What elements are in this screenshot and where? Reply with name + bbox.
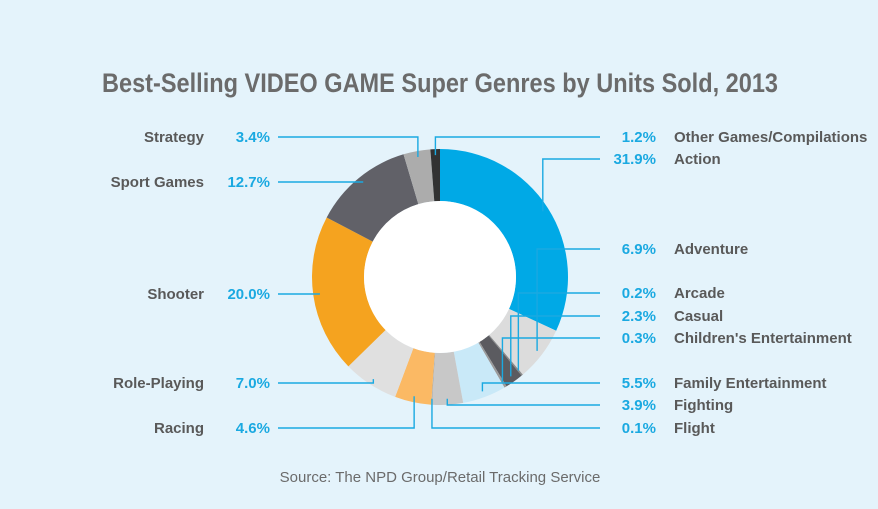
slice-value-label: 12.7% [227,174,270,191]
slice-value-label: 7.0% [236,375,270,392]
slice-name-label: Racing [154,420,204,437]
slice-name-label: Flight [674,420,715,437]
slice-name-label: Sport Games [111,174,204,191]
slice-role-playing [348,330,414,397]
slice-arcade [488,334,523,376]
slice-name-label: Strategy [144,129,205,146]
slice-name-label: Fighting [674,397,733,414]
slice-name-label: Action [674,151,721,168]
source-note: Source: The NPD Group/Retail Tracking Se… [280,469,601,486]
slice-value-label: 4.6% [236,420,270,437]
leader-line [517,292,600,371]
slice-value-label: 3.9% [622,397,656,414]
slice-adventure [489,308,557,375]
slice-name-label: Adventure [674,241,748,258]
slice-children-s-entertainment [478,341,507,388]
slice-value-label: 1.2% [622,129,656,146]
slice-value-label: 20.0% [227,286,270,303]
slice-shooter [311,217,386,367]
slice-value-label: 2.3% [622,308,656,325]
leader-line [278,293,320,295]
slice-name-label: Shooter [147,286,204,303]
slice-name-label: Other Games/Compilations [674,129,867,146]
slice-name-label: Arcade [674,285,725,302]
leader-line [510,315,600,377]
slice-name-label: Children's Entertainment [674,330,852,347]
leader-line [536,248,600,351]
slice-sport-games [326,154,419,242]
leader-lines [278,136,600,429]
slice-name-label: Casual [674,308,723,325]
slice-other-games-compilations [430,149,440,202]
slice-flight [431,352,436,405]
leader-line [501,337,600,382]
leader-line [446,398,600,406]
slice-action [440,149,569,331]
donut-slices [311,149,569,405]
leader-line [278,136,419,158]
donut-hole [364,201,516,353]
leader-line [542,158,600,212]
leader-line [434,136,600,156]
slice-value-label: 5.5% [622,375,656,392]
slice-value-label: 0.1% [622,420,656,437]
slice-value-label: 31.9% [613,151,656,168]
slice-value-label: 0.3% [622,330,656,347]
slice-name-label: Family Entertainment [674,375,827,392]
slice-value-label: 6.9% [622,241,656,258]
slice-value-label: 0.2% [622,285,656,302]
slice-racing [395,348,435,405]
slice-name-label: Role-Playing [113,375,204,392]
leader-line [278,181,364,183]
slice-strategy [403,149,435,205]
leader-line [278,379,375,384]
leader-line [431,398,600,429]
slice-value-label: 3.4% [236,129,270,146]
slice-family-entertainment [453,342,505,403]
chart-title: Best-Selling VIDEO GAME Super Genres by … [102,68,778,98]
slice-labels: Action 31.9% Adventure 6.9% Arcade 0.2% Casual… [111,129,868,437]
leader-line [278,396,415,429]
leader-line [481,382,600,392]
slice-fighting [431,351,464,405]
